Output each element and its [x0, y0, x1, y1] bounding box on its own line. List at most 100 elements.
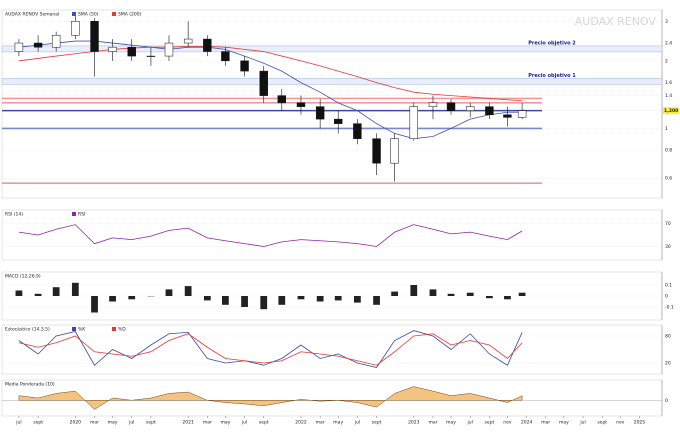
candle-body: [410, 107, 418, 139]
x-tick-label: 2023: [408, 420, 420, 426]
panel-title: AUDAX RENOV Semanal: [5, 12, 59, 18]
candle-body: [518, 111, 526, 118]
x-tick-label: jul: [241, 420, 247, 426]
legend-swatch: [112, 12, 116, 16]
x-tick-label: mar: [541, 420, 550, 426]
histogram-bar: [373, 296, 380, 305]
y-tick-label: 1: [665, 126, 668, 132]
histogram-bar: [391, 292, 398, 296]
x-tick-label: may: [446, 421, 456, 426]
target-label: Precio objetivo 2: [528, 40, 576, 46]
x-tick-label: jul: [467, 420, 473, 426]
x-tick-label: mar: [203, 420, 212, 426]
histogram-bar: [241, 296, 248, 307]
x-tick-label: nov: [616, 421, 625, 426]
candle-body: [447, 103, 455, 111]
panel-title: Media Ponderada (10): [5, 382, 55, 388]
histogram-bar: [354, 296, 361, 303]
x-tick-label: sept: [597, 420, 607, 426]
y-tick-label: 1.6: [665, 80, 672, 86]
histogram-bar: [519, 293, 526, 296]
histogram-bar: [410, 285, 417, 296]
histogram-bar: [185, 286, 192, 296]
x-tick-label: may: [559, 421, 569, 426]
x-tick-label: 2025: [634, 420, 646, 426]
x-tick-label: mar: [90, 420, 99, 426]
candle-body: [71, 21, 79, 35]
x-tick-label: sept: [33, 420, 43, 426]
x-tick-label: sept: [146, 420, 156, 426]
y-tick-label: 0.8: [665, 148, 672, 154]
x-tick-label: jul: [15, 420, 21, 426]
legend-swatch: [112, 327, 116, 331]
x-tick-label: mar: [428, 420, 437, 426]
histogram-bar: [91, 296, 98, 313]
histogram-bar: [128, 296, 135, 299]
x-tick-label: may: [333, 421, 343, 426]
x-tick-label: sept: [485, 420, 495, 426]
histogram-bar: [35, 294, 42, 296]
candle-body: [373, 139, 381, 164]
x-tick-label: may: [108, 421, 118, 426]
candle-body: [316, 107, 324, 119]
x-tick-label: jul: [354, 420, 360, 426]
candle-body: [184, 39, 192, 43]
y-tick-label: 2: [665, 58, 668, 64]
histogram-bar: [53, 287, 60, 296]
y-tick-label: -0.1: [665, 305, 674, 311]
legend-swatch: [72, 212, 76, 216]
histogram-bar: [430, 289, 437, 296]
y-tick-label: 20: [665, 361, 671, 367]
y-tick-label: 80: [665, 334, 671, 340]
candle-body: [109, 47, 117, 51]
histogram-bar: [486, 296, 493, 298]
histogram-bar: [298, 296, 305, 299]
x-tick-label: jul: [128, 420, 134, 426]
histogram-bar: [260, 296, 267, 309]
legend-label: %K: [78, 327, 86, 333]
candle-body: [128, 47, 136, 56]
candle-body: [34, 43, 42, 47]
candle-body: [503, 115, 511, 118]
candle-body: [221, 52, 229, 61]
last-price-label: 1,200: [664, 108, 678, 114]
candle-body: [52, 35, 60, 47]
histogram-bar: [166, 289, 173, 296]
panel-title: MACD (12,26,9): [5, 274, 41, 280]
candle-body: [353, 124, 361, 139]
x-tick-label: 2022: [295, 420, 307, 426]
target-band: [2, 78, 662, 84]
legend-label: SMA (50): [78, 12, 99, 18]
histogram-bar: [204, 296, 211, 300]
legend-label: %D: [118, 327, 126, 333]
histogram-bar: [448, 294, 455, 296]
target-label: Precio objetivo 1: [528, 73, 576, 79]
candle-body: [203, 39, 211, 51]
candle-body: [278, 96, 286, 103]
x-tick-label: sept: [259, 420, 269, 426]
panel-title: Estocástico (14,3,5): [5, 326, 50, 333]
candle-body: [391, 139, 399, 164]
histogram-bar: [72, 283, 79, 296]
x-tick-label: jul: [579, 420, 585, 426]
y-tick-label: 70: [665, 221, 671, 227]
y-tick-label: 0.6: [665, 176, 672, 182]
candle-body: [15, 43, 23, 51]
x-tick-label: 2020: [70, 420, 82, 426]
histogram-bar: [335, 296, 342, 300]
y-tick-label: 0: [665, 294, 668, 300]
candle-body: [466, 107, 474, 111]
legend-label: RSI: [78, 212, 85, 218]
candle-body: [334, 119, 342, 124]
y-tick-label: 3: [665, 19, 668, 25]
y-tick-label: 0: [665, 398, 668, 404]
histogram-bar: [504, 296, 511, 299]
histogram-bar: [109, 296, 116, 302]
x-tick-label: may: [220, 421, 230, 426]
legend-swatch: [72, 12, 76, 16]
x-tick-label: 2021: [182, 420, 194, 426]
legend-label: SMA (200): [118, 12, 142, 18]
